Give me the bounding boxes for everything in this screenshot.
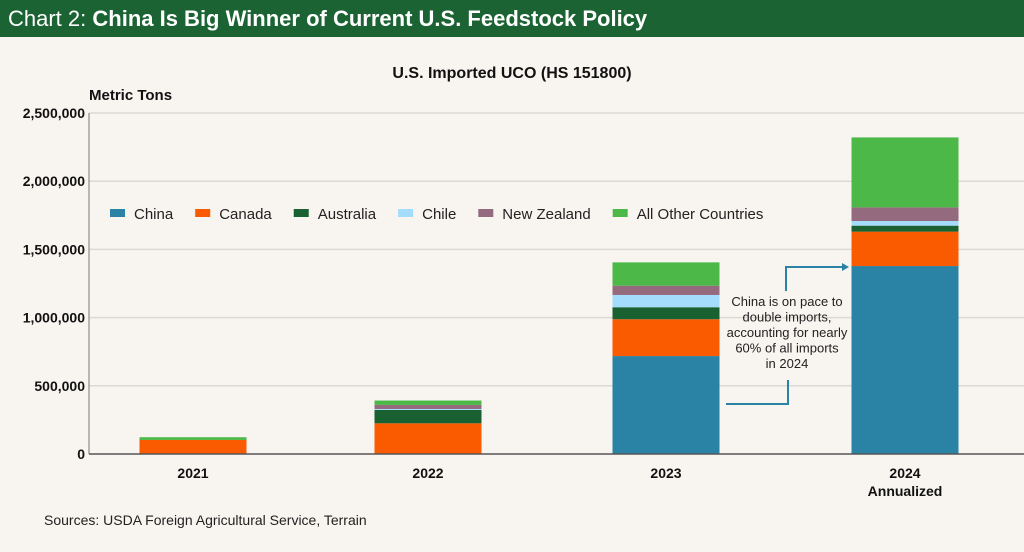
annotation-text: double imports, (743, 310, 832, 325)
x-tick-sublabel: Annualized (868, 483, 943, 499)
y-tick-label: 0 (77, 446, 85, 462)
source-note: Sources: USDA Foreign Agricultural Servi… (44, 512, 367, 528)
bar-segment-all-other-countries-2023 (612, 262, 720, 286)
bar-segment-australia-2022 (374, 409, 482, 424)
legend-label: New Zealand (502, 206, 590, 223)
annotation-connector (726, 380, 789, 405)
bar-segment-chile-2024 (851, 221, 959, 226)
annotation-text: China is on pace to (731, 294, 842, 309)
bar-segment-australia-2023 (612, 307, 720, 320)
bar-segment-chile-2023 (612, 294, 720, 308)
annotation-text: accounting for nearly (727, 325, 848, 340)
annotation-arrow (785, 266, 843, 291)
legend-swatch (398, 209, 414, 217)
legend-label: Canada (219, 206, 272, 223)
y-tick-label: 1,500,000 (23, 241, 85, 257)
x-tick-label: 2024 (889, 465, 920, 481)
bar-segment-new-zealand-2024 (851, 207, 959, 222)
chart-number: Chart 2: (8, 6, 93, 31)
chart-title: U.S. Imported UCO (HS 151800) (392, 65, 631, 82)
y-tick-label: 1,000,000 (23, 310, 85, 326)
legend-swatch (612, 209, 628, 217)
bar-segment-new-zealand-2023 (612, 285, 720, 295)
bar-segment-all-other-countries-2024 (851, 137, 959, 208)
legend-label: Australia (318, 206, 377, 223)
x-tick-label: 2021 (177, 465, 208, 481)
annotation-text: 60% of all imports (735, 341, 839, 356)
legend-label: Chile (422, 206, 456, 223)
legend-label: China (134, 206, 174, 223)
y-tick-label: 500,000 (34, 378, 85, 394)
bar-segment-all-other-countries-2022 (374, 400, 482, 405)
chart-header: Chart 2: China Is Big Winner of Current … (0, 0, 1024, 37)
legend-swatch (110, 209, 125, 217)
bar-segment-australia-2024 (851, 225, 959, 232)
bar-segment-canada-2024 (851, 231, 959, 267)
y-tick-label: 2,000,000 (23, 173, 85, 189)
legend-swatch (478, 209, 494, 217)
bar-segment-chile-2022 (374, 408, 482, 410)
bar-segment-all-other-countries-2021 (139, 437, 247, 440)
x-tick-label: 2022 (412, 465, 443, 481)
x-tick-label: 2023 (650, 465, 681, 481)
y-axis-label: Metric Tons (89, 87, 172, 104)
arrowhead-icon (842, 263, 849, 271)
bar-segment-china-2023 (612, 356, 720, 454)
bar-segment-china-2024 (851, 266, 959, 454)
legend-swatch (293, 209, 309, 217)
bar-segment-canada-2023 (612, 319, 720, 357)
bar-segment-new-zealand-2022 (374, 404, 482, 409)
y-tick-label: 2,500,000 (23, 105, 85, 121)
bar-segment-canada-2022 (374, 423, 482, 454)
bar-segment-canada-2021 (139, 439, 247, 454)
legend-label: All Other Countries (637, 206, 764, 223)
chart-heading: China Is Big Winner of Current U.S. Feed… (92, 6, 648, 31)
legend-swatch (195, 209, 211, 217)
annotation-text: in 2024 (766, 356, 809, 371)
